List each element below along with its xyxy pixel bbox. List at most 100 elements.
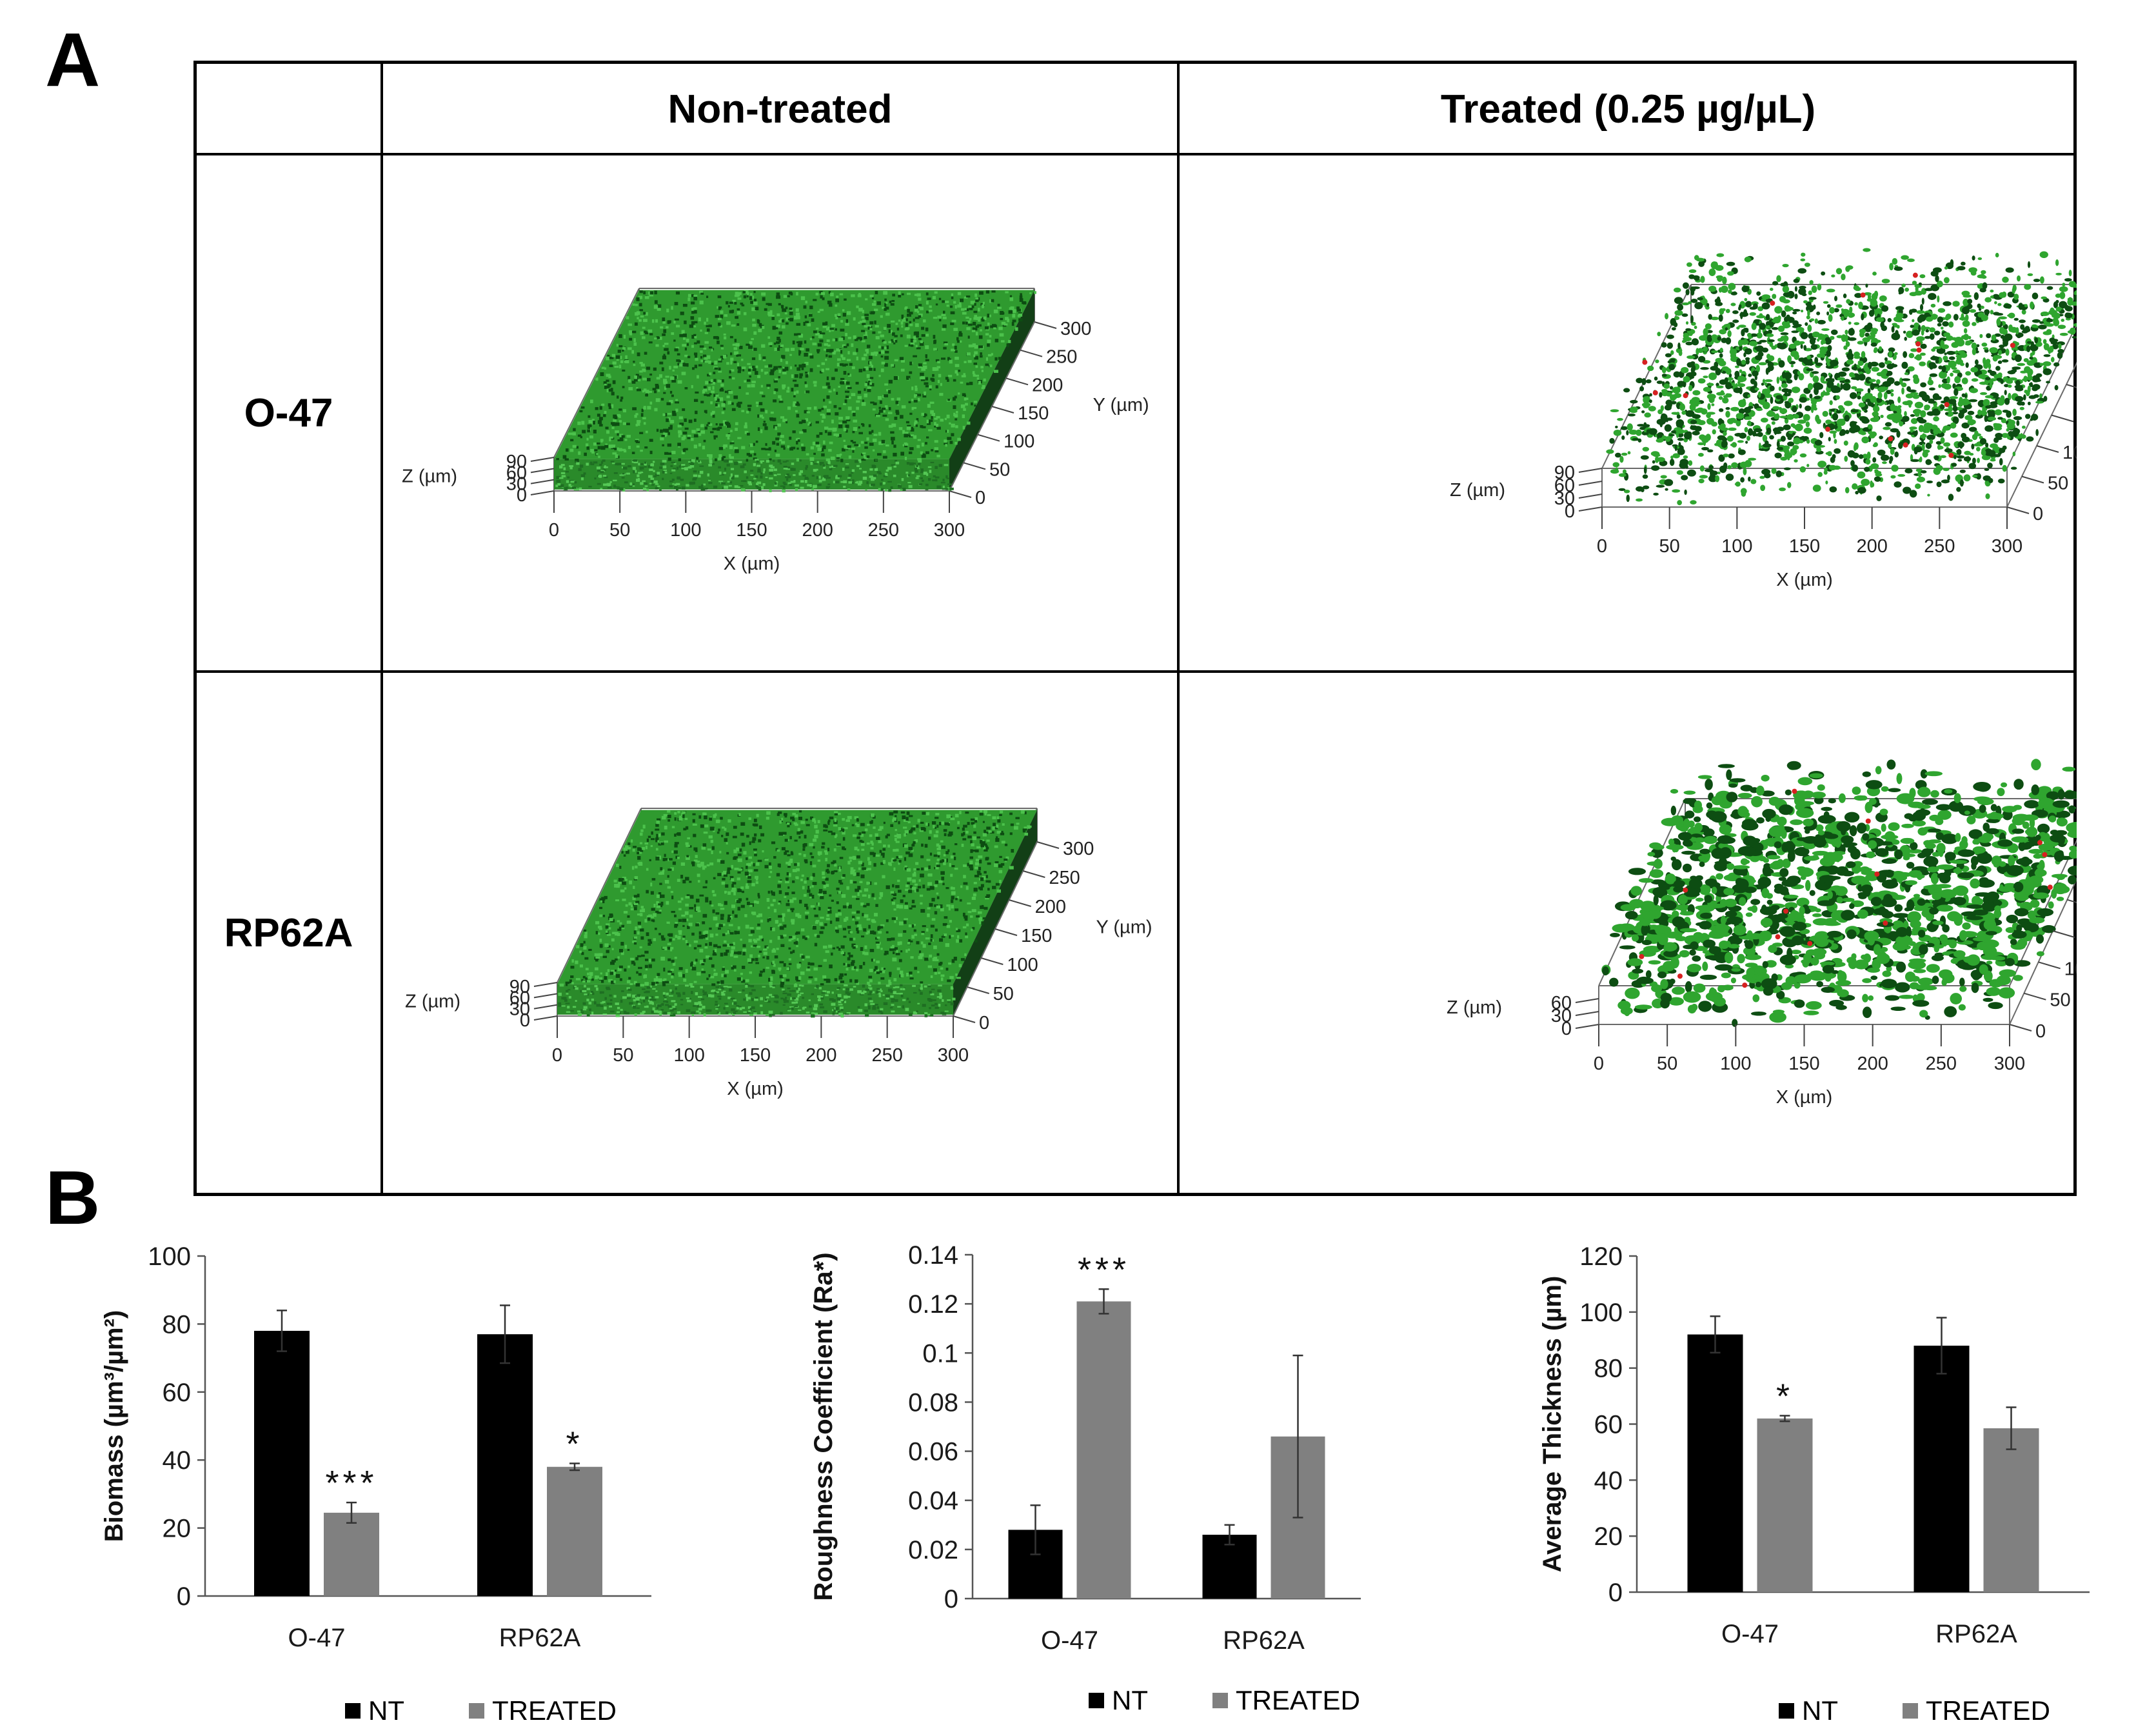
biofilm-speckle <box>978 917 982 921</box>
biofilm-cluster <box>1857 341 1864 345</box>
biofilm-speckle <box>864 441 868 444</box>
biofilm-cluster <box>1654 376 1658 381</box>
biofilm-speckle <box>721 881 726 885</box>
biofilm-speckle <box>898 933 903 937</box>
biofilm-speckle <box>913 841 916 844</box>
biofilm-speckle <box>981 304 985 308</box>
biofilm-speckle <box>736 403 740 407</box>
biofilm-speckle <box>751 357 756 361</box>
biofilm-speckle <box>834 338 838 342</box>
biofilm-cluster <box>1786 441 1795 446</box>
biofilm-speckle <box>856 348 858 352</box>
biofilm-speckle <box>687 355 691 359</box>
biofilm-speckle <box>911 406 914 410</box>
biofilm-speckle <box>600 372 604 376</box>
biofilm-cluster <box>1672 453 1680 459</box>
biofilm-cluster <box>2026 390 2030 397</box>
biofilm-speckle <box>1034 291 1036 294</box>
biofilm-speckle <box>766 384 771 387</box>
biofilm-speckle <box>646 488 649 492</box>
biofilm-speckle <box>751 381 756 383</box>
biofilm-speckle <box>783 963 786 967</box>
biofilm-speckle <box>706 394 711 397</box>
biofilm-speckle <box>804 315 807 319</box>
biofilm-cluster <box>1833 386 1841 394</box>
biofilm-speckle <box>618 345 623 348</box>
biofilm-speckle <box>668 868 672 871</box>
biofilm-speckle <box>837 475 842 477</box>
biofilm-cluster <box>1756 291 1761 296</box>
biofilm-speckle <box>918 338 922 341</box>
biofilm-speckle <box>905 318 908 321</box>
biofilm-speckle <box>634 322 638 326</box>
panel-a-letter: A <box>45 17 101 103</box>
biofilm-speckle <box>691 437 694 441</box>
biofilm-cluster <box>1891 326 1895 333</box>
biofilm-speckle <box>642 326 646 329</box>
biofilm-speckle <box>691 335 695 339</box>
biofilm-cluster <box>1670 455 1674 459</box>
biofilm-cluster <box>1740 477 1745 483</box>
biofilm-speckle <box>925 377 929 381</box>
biofilm-speckle <box>689 944 691 947</box>
biofilm-speckle <box>964 296 968 299</box>
biofilm-speckle <box>753 453 757 456</box>
biofilm-speckle <box>836 930 839 933</box>
biofilm-speckle <box>869 377 874 379</box>
biofilm-speckle <box>741 480 746 482</box>
biofilm-speckle <box>757 414 760 418</box>
biofilm-cluster <box>1872 272 1877 276</box>
biofilm-cluster <box>1907 258 1915 263</box>
biofilm-cluster <box>2032 292 2039 300</box>
biofilm-speckle <box>643 407 646 410</box>
biofilm-speckle <box>842 344 846 348</box>
biofilm-cluster <box>1690 424 1694 430</box>
biofilm-cluster <box>1721 366 1729 372</box>
biofilm-speckle <box>728 376 732 379</box>
biofilm-speckle <box>819 922 823 926</box>
biofilm-speckle <box>934 291 938 294</box>
biofilm-cluster <box>1794 423 1803 432</box>
biofilm-speckle <box>944 343 949 346</box>
biofilm-cluster <box>1754 428 1763 433</box>
biofilm-cluster <box>1872 457 1877 463</box>
biofilm-cluster <box>1676 470 1683 475</box>
biofilm-speckle <box>768 364 773 368</box>
biofilm-cluster <box>1918 476 1923 483</box>
biofilm-speckle <box>895 410 899 414</box>
biofilm-cluster <box>1854 286 1861 292</box>
biofilm-cluster <box>1865 459 1871 465</box>
biofilm-speckle <box>891 423 896 427</box>
y-tick <box>991 406 1014 414</box>
biofilm-speckle <box>642 487 647 490</box>
biofilm-cluster <box>1935 441 1942 445</box>
biofilm-speckle <box>602 475 607 477</box>
biofilm-speckle <box>724 838 728 842</box>
biofilm-cluster <box>1787 355 1792 363</box>
biofilm-cluster <box>1783 316 1788 323</box>
biofilm-speckle <box>994 357 998 361</box>
biofilm-cluster <box>1799 397 1807 403</box>
biofilm-speckle <box>621 435 625 438</box>
biofilm-speckle <box>763 421 766 423</box>
biofilm-cluster <box>1676 414 1681 419</box>
biofilm-cluster <box>1636 377 1643 384</box>
biofilm-speckle <box>615 422 620 426</box>
biofilm-speckle <box>667 943 671 946</box>
biofilm-speckle <box>653 304 658 309</box>
biofilm-cluster <box>1815 362 1823 366</box>
biofilm-speckle <box>946 304 949 307</box>
biofilm-speckle <box>769 458 772 461</box>
biofilm-speckle <box>891 320 895 323</box>
biofilm-speckle <box>720 314 724 319</box>
biofilm-speckle <box>727 481 731 483</box>
biofilm-speckle <box>949 422 951 424</box>
biofilm-speckle <box>838 422 842 426</box>
biofilm-speckle <box>826 408 831 412</box>
biofilm-speckle <box>773 474 777 477</box>
biofilm-speckle <box>662 379 667 383</box>
biofilm-speckle <box>687 461 691 463</box>
biofilm-speckle <box>782 486 786 489</box>
biofilm-speckle <box>572 432 576 435</box>
biofilm-speckle <box>933 335 936 339</box>
